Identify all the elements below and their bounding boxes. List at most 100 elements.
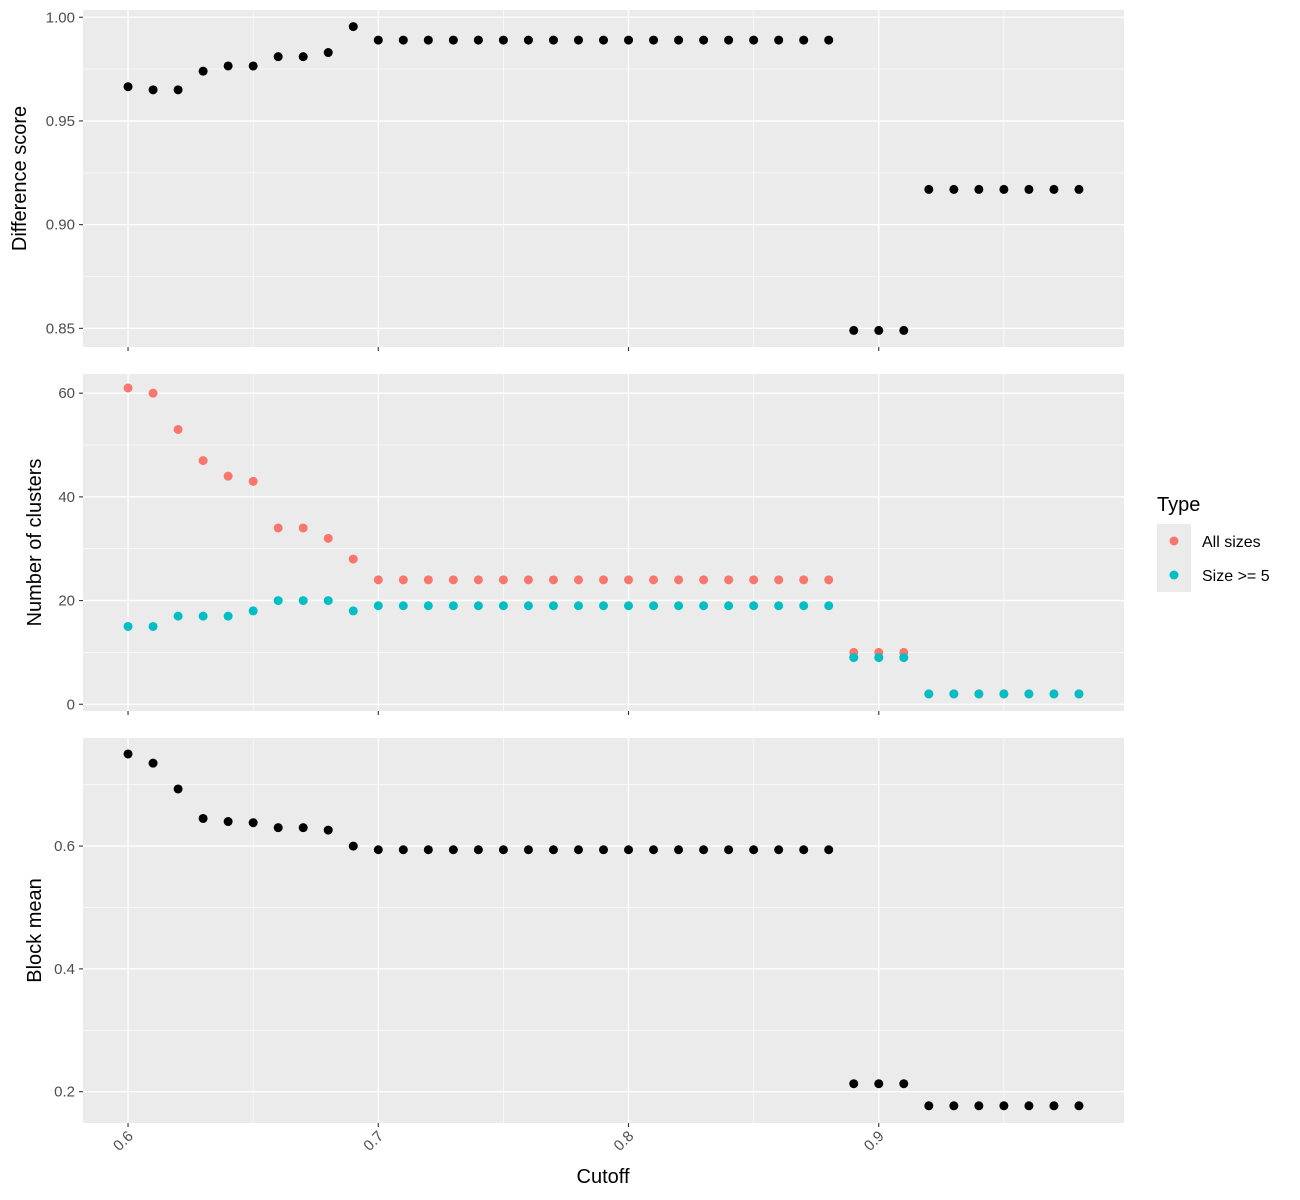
x-tick-label: 0.7 (360, 1128, 387, 1155)
data-point (974, 689, 984, 699)
data-point (799, 575, 809, 585)
data-point (599, 575, 608, 585)
data-point (824, 601, 834, 611)
data-point (373, 575, 383, 585)
data-point (699, 601, 709, 611)
y-tick-label: 0.90 (46, 217, 75, 234)
data-point (123, 82, 133, 92)
facet-panel: 0.85 0.90 0.95 1.00 Difference score (9, 9, 1124, 351)
data-point (1024, 184, 1034, 194)
x-tick-label: 0.9 (861, 1128, 888, 1155)
y-tick-label: 60 (58, 385, 75, 402)
data-point (649, 845, 659, 855)
data-point (298, 52, 308, 62)
data-point (724, 601, 734, 611)
y-tick-label: 0.4 (54, 961, 75, 978)
data-point (599, 845, 608, 855)
data-point (649, 575, 659, 585)
data-point (223, 817, 233, 827)
data-point (874, 653, 884, 663)
data-point (573, 845, 583, 855)
data-point (273, 596, 283, 606)
data-point (649, 601, 659, 611)
data-point (523, 575, 533, 585)
data-point (398, 601, 408, 611)
data-point (148, 621, 158, 631)
y-tick-label: 20 (58, 593, 75, 610)
y-axis-title: Difference score (9, 106, 31, 251)
data-point (724, 575, 734, 585)
data-point (824, 575, 834, 585)
data-point (649, 35, 659, 45)
data-point (974, 1101, 984, 1111)
data-point (173, 85, 183, 95)
data-point (523, 35, 533, 45)
y-tick-label: 0.2 (54, 1084, 75, 1101)
data-point (173, 611, 183, 621)
data-point (849, 653, 859, 663)
data-point (724, 845, 734, 855)
data-point (924, 689, 934, 699)
data-point (548, 575, 558, 585)
data-point (198, 813, 208, 823)
y-tick-label: 0.85 (46, 320, 75, 337)
data-point (423, 35, 433, 45)
data-point (699, 845, 709, 855)
data-point (548, 845, 558, 855)
data-point (348, 606, 358, 616)
data-point (1074, 689, 1084, 699)
data-point (749, 845, 759, 855)
data-point (248, 61, 258, 71)
data-point (1074, 184, 1084, 194)
facet-panel: 0 20 40 60 Number of clusters (24, 374, 1124, 715)
data-point (473, 575, 483, 585)
data-point (999, 1101, 1009, 1111)
data-point (448, 575, 458, 585)
data-point (573, 35, 583, 45)
data-point (1049, 689, 1059, 699)
data-point (498, 845, 508, 855)
y-tick-label: 0 (67, 696, 75, 713)
panel-background (83, 10, 1124, 347)
data-point (198, 456, 208, 466)
data-point (824, 845, 834, 855)
data-point (1049, 184, 1059, 194)
legend-label-size-5: Size >= 5 (1202, 568, 1270, 585)
data-point (523, 601, 533, 611)
data-point (899, 325, 909, 335)
legend: Type All sizes Size >= 5 (1157, 494, 1270, 592)
data-point (173, 784, 183, 794)
data-point (423, 601, 433, 611)
data-point (398, 845, 408, 855)
data-point (323, 825, 333, 835)
data-point (824, 35, 834, 45)
data-point (148, 758, 158, 768)
data-point (348, 22, 358, 32)
data-point (999, 689, 1009, 699)
data-point (398, 575, 408, 585)
data-point (548, 601, 558, 611)
data-point (323, 533, 333, 543)
data-point (423, 845, 433, 855)
data-point (348, 554, 358, 564)
x-tick-label: 0.8 (611, 1128, 638, 1155)
data-point (674, 601, 684, 611)
panel-background (83, 738, 1124, 1123)
data-point (949, 184, 959, 194)
data-point (148, 85, 158, 95)
data-point (148, 388, 158, 398)
data-point (448, 601, 458, 611)
y-tick-label: 1.00 (46, 9, 75, 26)
data-point (774, 575, 784, 585)
data-point (448, 35, 458, 45)
legend-key-size-5 (1169, 570, 1179, 580)
data-point (473, 601, 483, 611)
data-point (1074, 1101, 1084, 1111)
data-point (248, 606, 258, 616)
data-point (248, 818, 258, 828)
data-point (799, 601, 809, 611)
y-axis-title: Number of clusters (24, 459, 46, 627)
data-point (123, 621, 133, 631)
data-point (674, 35, 684, 45)
